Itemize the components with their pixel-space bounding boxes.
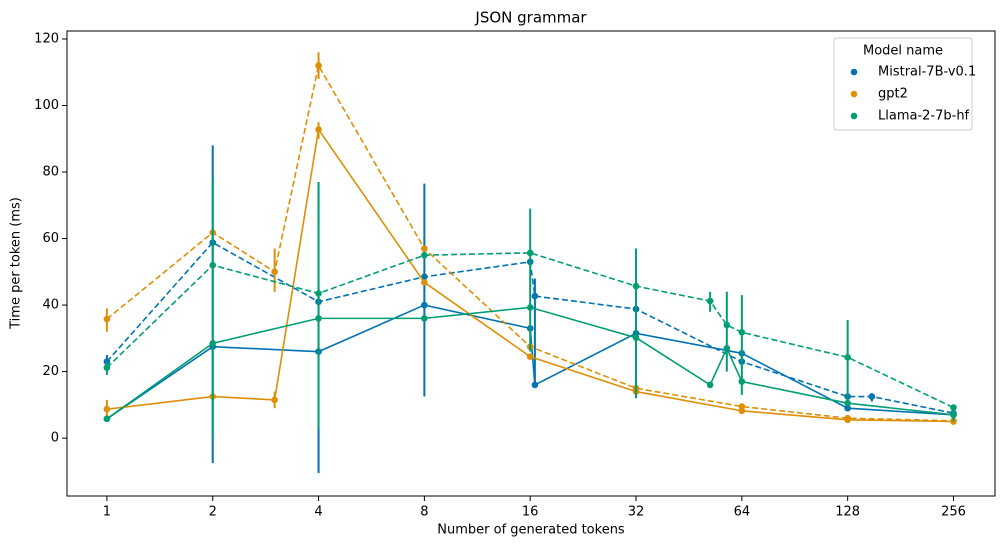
point (723, 321, 731, 329)
legend-marker (850, 112, 858, 120)
point (421, 251, 428, 259)
point (421, 301, 428, 309)
y-tick-label: 0 (51, 431, 59, 446)
point (526, 353, 534, 360)
point (738, 403, 746, 410)
point (531, 381, 539, 389)
point (421, 245, 428, 252)
point (868, 393, 876, 400)
y-tick-label: 100 (34, 98, 59, 113)
point (531, 292, 539, 300)
line-dashed (106, 63, 954, 422)
x-tick-label: 128 (835, 505, 860, 520)
point (950, 404, 957, 411)
point (526, 304, 534, 311)
point (844, 353, 851, 361)
point (103, 415, 111, 423)
point (315, 315, 322, 322)
y-tick-label: 120 (34, 31, 59, 46)
point (315, 62, 322, 69)
point (421, 273, 428, 281)
legend-box (833, 37, 973, 131)
point (632, 334, 640, 341)
point (738, 378, 746, 385)
point (738, 329, 746, 336)
point (950, 411, 957, 419)
point (844, 404, 851, 412)
line-solid (106, 127, 954, 423)
y-tick-label: 60 (42, 231, 59, 246)
point (103, 315, 111, 323)
point (103, 405, 111, 413)
x-tick-label: 32 (628, 505, 645, 520)
point (209, 340, 217, 347)
point (421, 279, 428, 286)
x-tick-label: 16 (522, 505, 539, 520)
x-axis-label: Number of generated tokens (437, 523, 625, 538)
x-tick-label: 1 (103, 505, 111, 520)
point (526, 249, 534, 257)
y-tick-label: 20 (42, 364, 59, 379)
y-tick-label: 40 (42, 298, 59, 313)
point (632, 282, 640, 290)
legend-label: gpt2 (878, 87, 908, 102)
x-tick-label: 256 (941, 505, 966, 520)
x-tick-label: 64 (734, 505, 751, 520)
point (844, 414, 851, 422)
point (271, 396, 278, 404)
point (271, 268, 278, 276)
legend-label: Mistral-7B-v0.1 (878, 65, 976, 80)
x-tick-label: 8 (420, 505, 428, 520)
point (723, 345, 731, 352)
x-tick-label: 2 (209, 505, 217, 520)
point (103, 364, 111, 371)
chart-title: JSON grammar (474, 9, 587, 27)
legend-label: Llama-2-7b-hf (878, 109, 970, 124)
point (844, 399, 851, 407)
legend-marker (850, 90, 858, 98)
y-tick-label: 80 (42, 165, 59, 180)
legend: Model name Mistral-7B-v0.1 gpt2 Llama-2-7b-… (833, 37, 976, 131)
point (421, 315, 428, 322)
point (315, 290, 322, 297)
point (315, 126, 322, 133)
point (706, 297, 714, 305)
x-tick-label: 4 (314, 505, 322, 520)
plot-frame (66, 30, 996, 497)
legend-title: Model name (863, 44, 943, 59)
legend-marker (850, 68, 858, 76)
y-axis-label: Time per token (ms) (9, 197, 24, 330)
point (209, 261, 217, 269)
point (706, 381, 714, 389)
